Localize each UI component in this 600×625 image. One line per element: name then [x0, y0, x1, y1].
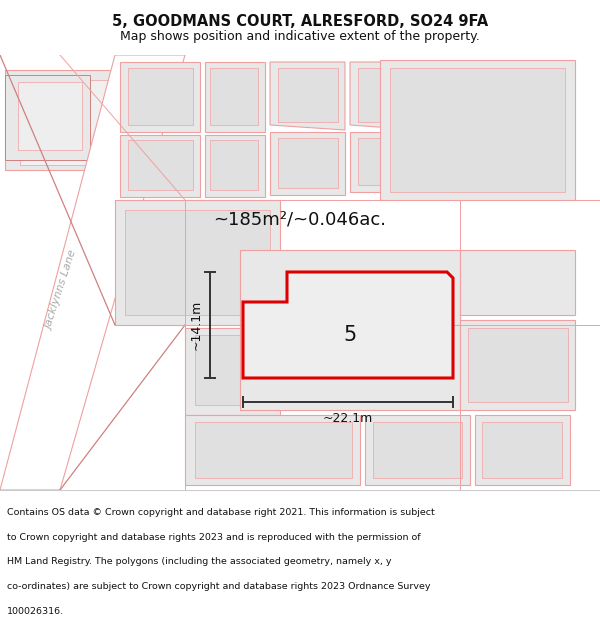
Polygon shape: [475, 415, 570, 485]
Text: to Crown copyright and database rights 2023 and is reproduced with the permissio: to Crown copyright and database rights 2…: [7, 532, 421, 541]
Polygon shape: [425, 62, 490, 120]
Text: ~14.1m: ~14.1m: [190, 300, 203, 350]
Polygon shape: [468, 328, 568, 402]
Polygon shape: [270, 132, 345, 195]
Polygon shape: [20, 80, 145, 165]
Polygon shape: [5, 75, 90, 160]
Text: HM Land Registry. The polygons (including the associated geometry, namely x, y: HM Land Registry. The polygons (includin…: [7, 558, 392, 566]
Polygon shape: [0, 55, 185, 490]
Text: 5, GOODMANS COURT, ALRESFORD, SO24 9FA: 5, GOODMANS COURT, ALRESFORD, SO24 9FA: [112, 14, 488, 29]
Polygon shape: [350, 132, 420, 192]
Polygon shape: [243, 272, 453, 378]
Text: Contains OS data © Crown copyright and database right 2021. This information is : Contains OS data © Crown copyright and d…: [7, 508, 435, 516]
Polygon shape: [185, 415, 360, 485]
Polygon shape: [128, 68, 193, 125]
Text: 100026316.: 100026316.: [7, 608, 64, 616]
Polygon shape: [195, 422, 352, 478]
Polygon shape: [125, 210, 270, 315]
Polygon shape: [240, 250, 460, 410]
Polygon shape: [482, 422, 562, 478]
Polygon shape: [460, 250, 575, 315]
Polygon shape: [120, 62, 200, 132]
Polygon shape: [433, 128, 483, 182]
Polygon shape: [425, 122, 490, 190]
Polygon shape: [373, 422, 462, 478]
Polygon shape: [195, 335, 270, 405]
Polygon shape: [205, 62, 265, 132]
Polygon shape: [278, 138, 338, 188]
Polygon shape: [358, 68, 413, 122]
Polygon shape: [495, 62, 565, 120]
Text: ~185m²/~0.046ac.: ~185m²/~0.046ac.: [214, 211, 386, 229]
Polygon shape: [115, 200, 280, 325]
Polygon shape: [278, 68, 338, 122]
Polygon shape: [210, 140, 258, 190]
Polygon shape: [433, 68, 483, 115]
Polygon shape: [365, 415, 470, 485]
Polygon shape: [460, 320, 575, 410]
Polygon shape: [128, 140, 193, 190]
Polygon shape: [390, 68, 565, 192]
Polygon shape: [185, 328, 280, 415]
Polygon shape: [380, 60, 575, 200]
Text: ~22.1m: ~22.1m: [323, 411, 373, 424]
Polygon shape: [5, 70, 155, 170]
Polygon shape: [205, 135, 265, 197]
Polygon shape: [210, 68, 258, 125]
Text: Jacklynns Lane: Jacklynns Lane: [44, 249, 80, 331]
Text: Map shows position and indicative extent of the property.: Map shows position and indicative extent…: [120, 30, 480, 43]
Polygon shape: [502, 68, 558, 115]
Polygon shape: [495, 122, 565, 188]
Polygon shape: [358, 138, 413, 185]
Polygon shape: [270, 62, 345, 130]
Text: co-ordinates) are subject to Crown copyright and database rights 2023 Ordnance S: co-ordinates) are subject to Crown copyr…: [7, 582, 431, 591]
Polygon shape: [120, 135, 200, 197]
Polygon shape: [350, 62, 420, 130]
Polygon shape: [502, 128, 558, 182]
Polygon shape: [18, 82, 82, 150]
Text: 5: 5: [343, 325, 356, 345]
